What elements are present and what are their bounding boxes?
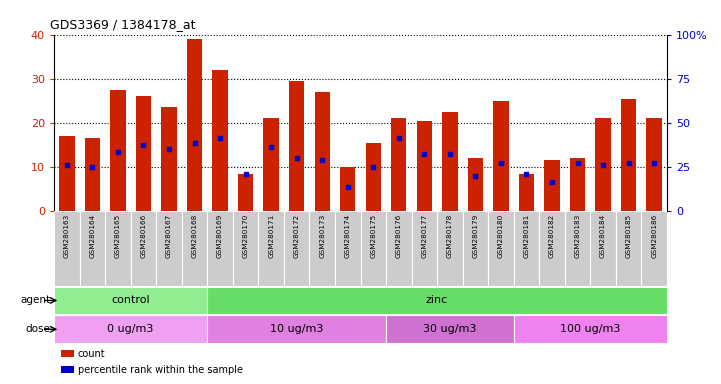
Text: percentile rank within the sample: percentile rank within the sample: [78, 365, 243, 375]
Text: GSM280184: GSM280184: [600, 214, 606, 258]
Text: zinc: zinc: [426, 295, 448, 306]
Bar: [54, 286, 208, 314]
Text: count: count: [78, 349, 105, 359]
Text: GSM280164: GSM280164: [89, 214, 95, 258]
Bar: [110, 90, 125, 211]
Bar: [131, 211, 156, 286]
Bar: [263, 118, 279, 211]
Text: GSM280175: GSM280175: [371, 214, 376, 258]
Bar: [519, 174, 534, 211]
Text: 30 ug/m3: 30 ug/m3: [423, 324, 477, 334]
Text: GSM280181: GSM280181: [523, 214, 529, 258]
Bar: [284, 211, 309, 286]
Bar: [85, 138, 100, 211]
Bar: [309, 211, 335, 286]
Bar: [54, 211, 79, 286]
Bar: [366, 143, 381, 211]
Text: GSM280172: GSM280172: [293, 214, 300, 258]
Bar: [79, 211, 105, 286]
Text: GSM280183: GSM280183: [575, 214, 580, 258]
Bar: [233, 211, 258, 286]
Bar: [493, 101, 508, 211]
Bar: [596, 118, 611, 211]
Bar: [59, 136, 74, 211]
Text: GSM280169: GSM280169: [217, 214, 223, 258]
Bar: [412, 211, 437, 286]
Text: GSM280177: GSM280177: [421, 214, 428, 258]
Bar: [437, 211, 463, 286]
Text: 0 ug/m3: 0 ug/m3: [107, 324, 154, 334]
Text: GDS3369 / 1384178_at: GDS3369 / 1384178_at: [50, 18, 196, 31]
Bar: [565, 211, 590, 286]
Text: GSM280167: GSM280167: [166, 214, 172, 258]
Bar: [54, 316, 208, 343]
Text: GSM280173: GSM280173: [319, 214, 325, 258]
Bar: [208, 211, 233, 286]
Bar: [647, 118, 662, 211]
Bar: [360, 211, 386, 286]
Text: GSM280171: GSM280171: [268, 214, 274, 258]
Text: GSM280165: GSM280165: [115, 214, 121, 258]
Bar: [386, 316, 513, 343]
Text: GSM280168: GSM280168: [192, 214, 198, 258]
Bar: [468, 158, 483, 211]
Bar: [442, 112, 458, 211]
Text: GSM280163: GSM280163: [64, 214, 70, 258]
Text: GSM280186: GSM280186: [651, 214, 657, 258]
Bar: [208, 316, 386, 343]
Text: GSM280178: GSM280178: [447, 214, 453, 258]
Bar: [463, 211, 488, 286]
Bar: [156, 211, 182, 286]
Bar: [488, 211, 514, 286]
Text: dose: dose: [25, 324, 50, 334]
Bar: [136, 96, 151, 211]
Bar: [340, 167, 355, 211]
Text: GSM280179: GSM280179: [472, 214, 479, 258]
Bar: [391, 118, 407, 211]
Bar: [335, 211, 360, 286]
Text: GSM280174: GSM280174: [345, 214, 350, 258]
Text: 100 ug/m3: 100 ug/m3: [560, 324, 621, 334]
Text: agent: agent: [20, 295, 50, 306]
Bar: [213, 70, 228, 211]
Bar: [162, 108, 177, 211]
Bar: [513, 211, 539, 286]
Bar: [187, 39, 202, 211]
Text: GSM280176: GSM280176: [396, 214, 402, 258]
Text: GSM280182: GSM280182: [549, 214, 555, 258]
Bar: [289, 81, 304, 211]
Bar: [570, 158, 585, 211]
Bar: [544, 161, 559, 211]
Text: GSM280170: GSM280170: [242, 214, 249, 258]
Text: control: control: [111, 295, 150, 306]
Bar: [621, 99, 637, 211]
Text: 10 ug/m3: 10 ug/m3: [270, 324, 323, 334]
Bar: [417, 121, 432, 211]
Bar: [238, 174, 253, 211]
Text: GSM280185: GSM280185: [626, 214, 632, 258]
Bar: [314, 92, 329, 211]
Text: GSM280166: GSM280166: [141, 214, 146, 258]
Bar: [642, 211, 667, 286]
Bar: [105, 211, 131, 286]
Bar: [616, 211, 642, 286]
Bar: [258, 211, 284, 286]
Bar: [208, 286, 667, 314]
Text: GSM280180: GSM280180: [498, 214, 504, 258]
Bar: [182, 211, 208, 286]
Bar: [513, 316, 667, 343]
Bar: [590, 211, 616, 286]
Bar: [539, 211, 565, 286]
Bar: [386, 211, 412, 286]
